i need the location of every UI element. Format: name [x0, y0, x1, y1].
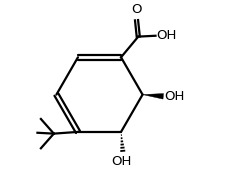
Text: OH: OH: [110, 155, 131, 168]
Text: O: O: [131, 3, 141, 16]
Text: OH: OH: [155, 29, 176, 42]
Polygon shape: [142, 94, 163, 99]
Text: OH: OH: [164, 90, 184, 103]
